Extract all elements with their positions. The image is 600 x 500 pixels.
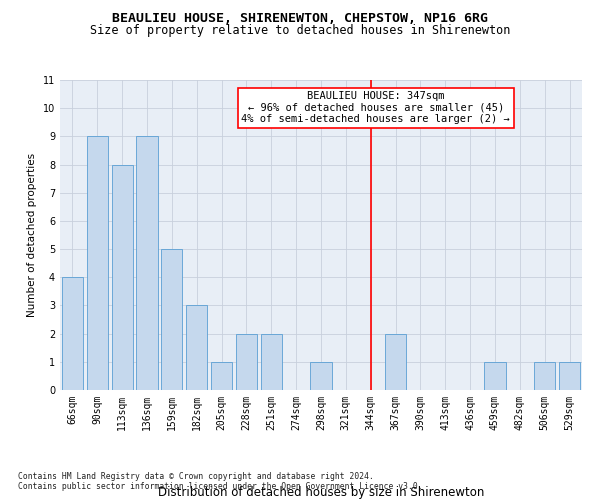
Bar bbox=[87, 136, 108, 390]
Text: Contains HM Land Registry data © Crown copyright and database right 2024.: Contains HM Land Registry data © Crown c… bbox=[18, 472, 374, 481]
Text: Contains public sector information licensed under the Open Government Licence v3: Contains public sector information licen… bbox=[18, 482, 422, 491]
Bar bbox=[112, 164, 133, 390]
Bar bbox=[310, 362, 332, 390]
Bar bbox=[534, 362, 555, 390]
Bar bbox=[211, 362, 232, 390]
Bar bbox=[186, 306, 207, 390]
Bar bbox=[385, 334, 406, 390]
Bar bbox=[161, 249, 182, 390]
Text: BEAULIEU HOUSE, SHIRENEWTON, CHEPSTOW, NP16 6RG: BEAULIEU HOUSE, SHIRENEWTON, CHEPSTOW, N… bbox=[112, 12, 488, 26]
X-axis label: Distribution of detached houses by size in Shirenewton: Distribution of detached houses by size … bbox=[158, 486, 484, 498]
Bar bbox=[136, 136, 158, 390]
Bar bbox=[236, 334, 257, 390]
Text: BEAULIEU HOUSE: 347sqm
← 96% of detached houses are smaller (45)
4% of semi-deta: BEAULIEU HOUSE: 347sqm ← 96% of detached… bbox=[241, 92, 510, 124]
Y-axis label: Number of detached properties: Number of detached properties bbox=[28, 153, 37, 317]
Bar bbox=[261, 334, 282, 390]
Bar bbox=[484, 362, 506, 390]
Text: Size of property relative to detached houses in Shirenewton: Size of property relative to detached ho… bbox=[90, 24, 510, 37]
Bar bbox=[559, 362, 580, 390]
Bar bbox=[62, 278, 83, 390]
